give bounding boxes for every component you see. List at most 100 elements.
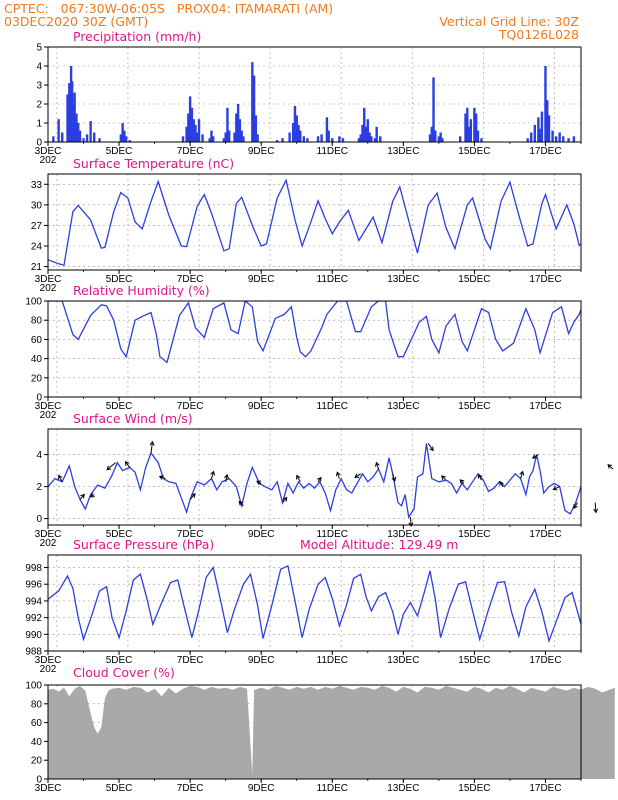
precip-bar <box>295 115 298 142</box>
precip-bar <box>185 126 188 142</box>
y-tick-label: 990 <box>25 630 42 641</box>
y-tick-label: 4 <box>36 62 42 73</box>
header-station-line: CPTEC: 067:30W-06:05S PROX04: ITAMARATI … <box>4 1 333 16</box>
x-tick-label: 15DEC <box>458 529 490 540</box>
panels: 0 1 2 3 4 5 3DEC 5DEC 7DEC 9DEC 11DEC 13DEC 15DEC 17D… <box>25 29 615 794</box>
x-tick-label: 13DEC <box>387 655 419 666</box>
panel-1: 0 1 2 3 4 5 3DEC 5DEC 7DEC 9DEC 11DEC 13DEC 15DEC 17D… <box>35 29 582 166</box>
wind-vector-head <box>335 471 341 477</box>
precip-bar <box>439 132 442 142</box>
precip-bar <box>196 132 199 142</box>
wind-vector <box>225 474 228 482</box>
y-tick-label: 3 <box>36 81 42 92</box>
plot-frame <box>47 684 582 780</box>
x-tick-label: 3DEC <box>35 401 62 412</box>
year-fragment: 202 <box>40 410 57 421</box>
precip-bar <box>441 138 444 142</box>
precip-bar <box>476 130 480 142</box>
wind-vector <box>336 472 340 479</box>
precip-bar <box>235 113 238 142</box>
precip-bar <box>375 126 378 142</box>
precip-bar <box>75 113 78 142</box>
x-tick-label: 7DEC <box>177 146 204 157</box>
precip-bar <box>210 130 213 142</box>
precip-bar <box>293 105 297 142</box>
precip-bar <box>363 107 366 142</box>
year-fragment: 202 <box>40 538 57 549</box>
wind-vector <box>79 494 85 500</box>
precip-bar <box>181 136 185 142</box>
precip-bar <box>61 132 64 142</box>
panel-title: Cloud Cover (%) <box>73 665 175 680</box>
y-tick-label: 5 <box>36 43 42 54</box>
x-tick-label: 17DEC <box>529 146 561 157</box>
x-tick-label: 13DEC <box>387 401 419 412</box>
wind-vector <box>296 475 301 483</box>
precip-bar <box>236 104 240 142</box>
x-tick-label: 5DEC <box>106 146 133 157</box>
wind-vector-head <box>531 454 537 459</box>
precip-bar <box>121 123 124 142</box>
precip-bar <box>530 132 533 142</box>
wind-vector <box>58 475 63 483</box>
x-tick-label: 13DEC <box>387 529 419 540</box>
precip-bar <box>212 136 215 142</box>
y-tick-label: 30 <box>31 200 43 211</box>
precip-bar <box>558 132 561 142</box>
precip-bar <box>373 138 377 142</box>
precip-bar <box>316 136 320 142</box>
panel-title: Surface Pressure (hPa) <box>73 537 214 552</box>
panel-5: 988 990 992 994 996 998 3DEC 5DEC 7DEC 9DEC 11DEC 1… <box>25 537 582 675</box>
x-tick-label: 7DEC <box>177 783 204 794</box>
precip-bar <box>533 124 537 142</box>
x-tick-label: 15DEC <box>458 401 490 412</box>
precip-bar <box>547 115 551 142</box>
wind-vector-head <box>89 492 95 498</box>
x-tick-label: 5DEC <box>106 655 133 666</box>
wind-vector <box>532 454 539 459</box>
x-tick-label: 17DEC <box>529 655 561 666</box>
x-tick-label: 11DEC <box>317 655 349 666</box>
precip-bar <box>331 138 334 142</box>
wind-vector <box>282 497 288 503</box>
precip-bar <box>572 136 576 142</box>
y-tick-label: 996 <box>25 580 42 591</box>
precip-bar <box>434 130 437 142</box>
precip-bar <box>299 130 302 142</box>
precip-bar <box>428 134 432 142</box>
y-tick-label: 60 <box>31 335 43 346</box>
year-fragment: 202 <box>40 664 57 675</box>
precip-bar <box>341 138 345 142</box>
wind-vector-head <box>459 479 465 484</box>
wind-vector <box>478 474 482 481</box>
precip-bar <box>540 111 544 142</box>
x-tick-label: 13DEC <box>387 146 419 157</box>
precip-bar <box>70 81 74 142</box>
x-tick-label: 13DEC <box>387 274 419 285</box>
precip-bar <box>194 124 197 142</box>
header-run-time: 03DEC2020 30Z (GMT) <box>4 14 148 29</box>
y-tick-label: 4 <box>36 450 42 461</box>
precip-bar <box>89 121 92 142</box>
wind-vector-head <box>124 461 130 466</box>
y-tick-label: 988 <box>25 647 42 658</box>
wind-vector-head <box>375 461 380 467</box>
precip-bar <box>52 136 55 142</box>
precip-bar <box>73 92 76 142</box>
precip-bar <box>469 119 473 142</box>
precip-bar <box>251 62 254 143</box>
precip-bar <box>252 75 256 142</box>
x-tick-label: 11DEC <box>317 529 349 540</box>
wind-vector <box>392 473 396 481</box>
x-tick-label: 11DEC <box>317 146 349 157</box>
wind-vector-head <box>158 475 164 480</box>
x-tick-label: 9DEC <box>248 146 275 157</box>
wind-vector-head <box>391 476 397 482</box>
x-tick-label: 11DEC <box>317 401 349 412</box>
x-tick-label: 9DEC <box>248 274 275 285</box>
y-tick-label: 994 <box>25 596 42 607</box>
wind-vector-head <box>224 473 229 479</box>
precip-bar <box>77 123 80 142</box>
y-tick-label: 24 <box>31 242 43 253</box>
wind-vector <box>375 462 379 470</box>
